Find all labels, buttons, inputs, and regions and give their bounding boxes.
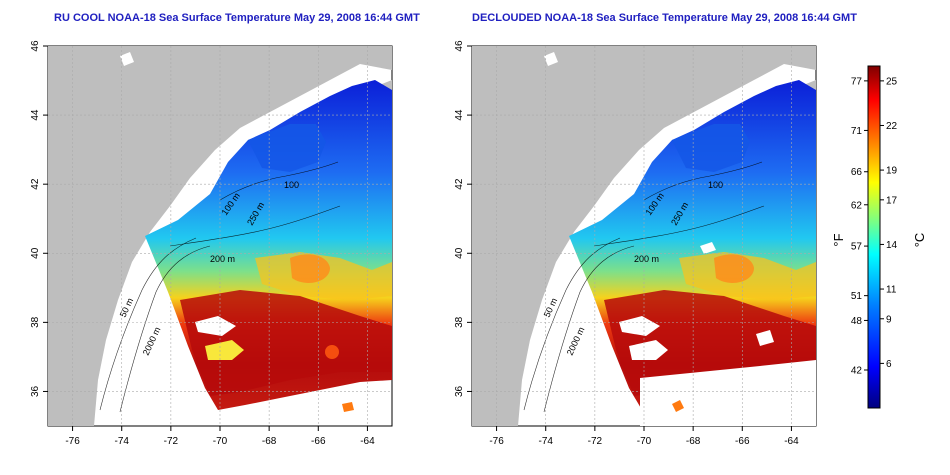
fahrenheit-tick-label: 71 <box>851 126 863 137</box>
lon-tick-label: -70 <box>213 436 228 447</box>
celsius-tick-label: 9 <box>886 314 892 325</box>
lon-tick-label: -76 <box>65 436 80 447</box>
temperature-colorbar: 25 77 22 71 19 66 17 62 14 57 11 51 9 48 6 42 °F °C <box>831 65 927 409</box>
lon-tick-label: -68 <box>686 436 701 447</box>
sst-swath <box>569 80 816 426</box>
axis-ticks: -76 -74 -72 -70 -68 -66 -64 36 38 40 42 44 46 <box>454 40 799 447</box>
lon-tick-label: -66 <box>735 436 750 447</box>
isobath-lines <box>99 161 341 413</box>
unit-label-fahrenheit: °F <box>831 233 846 246</box>
map-panel-declouded: 50 m 2000 m 100 m 200 m 250 m 100 -76 -74… <box>454 40 817 447</box>
fahrenheit-tick-label: 48 <box>851 316 863 327</box>
panel-title-declouded: DECLOUDED NOAA-18 Sea Surface Temperatur… <box>472 12 857 24</box>
axis-ticks: -76 -74 -72 -70 -68 -66 -64 36 38 40 42 44 46 <box>30 40 375 447</box>
lat-tick-label: 46 <box>30 40 41 52</box>
panel-title-raw: RU COOL NOAA-18 Sea Surface Temperature … <box>54 12 420 24</box>
map-panel-raw: 50 m 2000 m 100 m 200 m 250 m 100 -76 -74… <box>30 40 393 447</box>
lat-tick-label: 36 <box>30 385 41 397</box>
colorbar-gradient <box>867 65 881 409</box>
lon-tick-label: -64 <box>784 436 799 447</box>
celsius-tick-label: 17 <box>886 195 898 206</box>
lat-tick-label: 36 <box>454 385 465 397</box>
lon-tick-label: -64 <box>360 436 375 447</box>
isobath-lines <box>523 161 765 413</box>
lon-tick-label: -68 <box>262 436 277 447</box>
lon-tick-label: -76 <box>489 436 504 447</box>
lat-tick-label: 46 <box>454 40 465 52</box>
isobath-label-100: 100 <box>708 180 723 190</box>
fahrenheit-tick-label: 51 <box>851 291 863 302</box>
fahrenheit-tick-label: 62 <box>851 200 863 211</box>
lon-tick-label: -72 <box>588 436 603 447</box>
colorbar-ticks: 25 77 22 71 19 66 17 62 14 57 11 51 9 48 6 42 <box>851 76 898 376</box>
celsius-tick-label: 22 <box>886 121 898 132</box>
graticule <box>472 46 816 426</box>
celsius-tick-label: 14 <box>886 240 898 251</box>
fahrenheit-tick-label: 42 <box>851 366 863 377</box>
lon-tick-label: -70 <box>637 436 652 447</box>
celsius-tick-label: 11 <box>886 285 897 296</box>
lat-tick-label: 44 <box>30 109 41 121</box>
celsius-tick-label: 19 <box>886 166 898 177</box>
graticule <box>48 46 392 426</box>
lat-tick-label: 40 <box>30 247 41 259</box>
isobath-label-200m: 200 m <box>210 254 235 264</box>
lon-tick-label: -66 <box>311 436 326 447</box>
celsius-tick-label: 25 <box>886 76 898 87</box>
lat-tick-label: 42 <box>30 178 41 190</box>
lon-tick-label: -72 <box>164 436 179 447</box>
lon-tick-label: -74 <box>538 436 553 447</box>
lat-tick-label: 42 <box>454 178 465 190</box>
isobath-label-200m: 200 m <box>634 254 659 264</box>
fahrenheit-tick-label: 57 <box>851 242 863 253</box>
lat-tick-label: 38 <box>30 316 41 328</box>
fahrenheit-tick-label: 66 <box>851 167 863 178</box>
lat-tick-label: 40 <box>454 247 465 259</box>
sst-swath <box>145 80 392 412</box>
fahrenheit-tick-label: 77 <box>851 76 863 87</box>
lat-tick-label: 44 <box>454 109 465 121</box>
unit-label-celsius: °C <box>912 233 927 248</box>
isobath-label-100: 100 <box>284 180 299 190</box>
lon-tick-label: -74 <box>114 436 129 447</box>
celsius-tick-label: 6 <box>886 359 892 370</box>
lat-tick-label: 38 <box>454 316 465 328</box>
